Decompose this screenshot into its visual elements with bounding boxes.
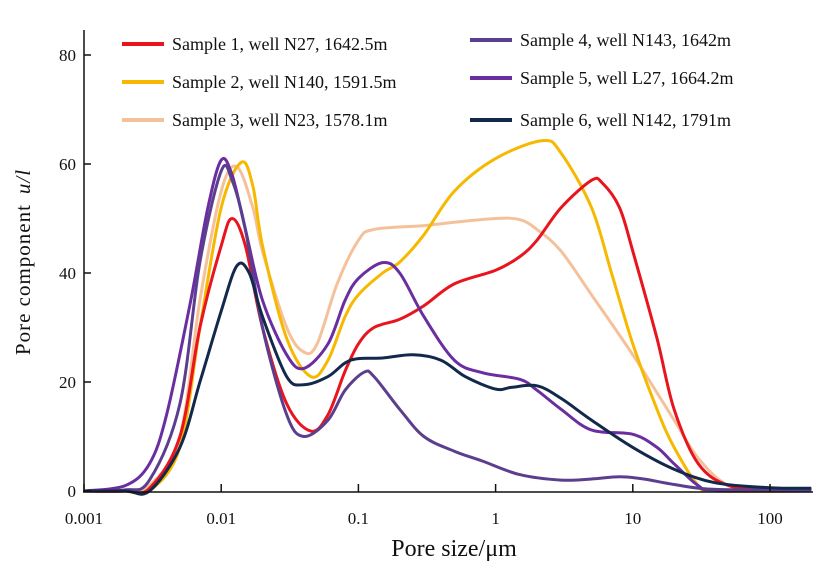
legend-label: Sample 2, well N140, 1591.5m xyxy=(172,72,396,92)
legend-item: Sample 2, well N140, 1591.5m xyxy=(122,72,396,92)
legend-label: Sample 4, well N143, 1642m xyxy=(520,30,731,50)
x-tick-label: 100 xyxy=(757,509,783,528)
y-axis-label-text: Pore component xyxy=(11,204,35,355)
legend-item: Sample 1, well N27, 1642.5m xyxy=(122,34,387,54)
series-line-sample-3 xyxy=(83,164,812,493)
legend-item: Sample 3, well N23, 1578.1m xyxy=(122,110,387,130)
x-tick-label: 0.01 xyxy=(206,509,236,528)
series-line-sample-1 xyxy=(83,176,812,495)
series-line-sample-5 xyxy=(83,157,812,493)
y-axis-label-unit: u/l xyxy=(11,169,35,194)
legend-label: Sample 6, well N142, 1791m xyxy=(520,110,731,130)
x-axis-label: Pore size/μm xyxy=(391,536,517,562)
series-line-sample-4 xyxy=(83,163,812,493)
x-tick-label: 0.001 xyxy=(65,509,103,528)
legend-item: Sample 6, well N142, 1791m xyxy=(470,110,731,130)
x-tick-label: 1 xyxy=(491,509,500,528)
y-tick-label: 80 xyxy=(59,46,76,65)
series-lines xyxy=(83,138,812,496)
y-tick-label: 40 xyxy=(59,264,76,283)
series-line-sample-2 xyxy=(83,138,812,496)
series-line-sample-6 xyxy=(83,261,812,496)
y-tick-label: 20 xyxy=(59,373,76,392)
y-axis-label: Pore component u/l xyxy=(11,169,35,355)
x-tick-label: 10 xyxy=(624,509,641,528)
ticks: 0.001 0.01 0.1 1 10 100 0 20 40 60 80 xyxy=(59,46,783,528)
legend-label: Sample 5, well L27, 1664.2m xyxy=(520,68,733,88)
legend-label: Sample 1, well N27, 1642.5m xyxy=(172,34,387,54)
y-tick-label: 60 xyxy=(59,155,76,174)
legend: Sample 1, well N27, 1642.5m Sample 2, wel… xyxy=(122,30,733,130)
axes xyxy=(83,30,813,493)
x-tick-label: 0.1 xyxy=(348,509,369,528)
y-tick-label: 0 xyxy=(68,482,77,501)
legend-label: Sample 3, well N23, 1578.1m xyxy=(172,110,387,130)
legend-item: Sample 4, well N143, 1642m xyxy=(470,30,731,50)
legend-item: Sample 5, well L27, 1664.2m xyxy=(470,68,733,88)
